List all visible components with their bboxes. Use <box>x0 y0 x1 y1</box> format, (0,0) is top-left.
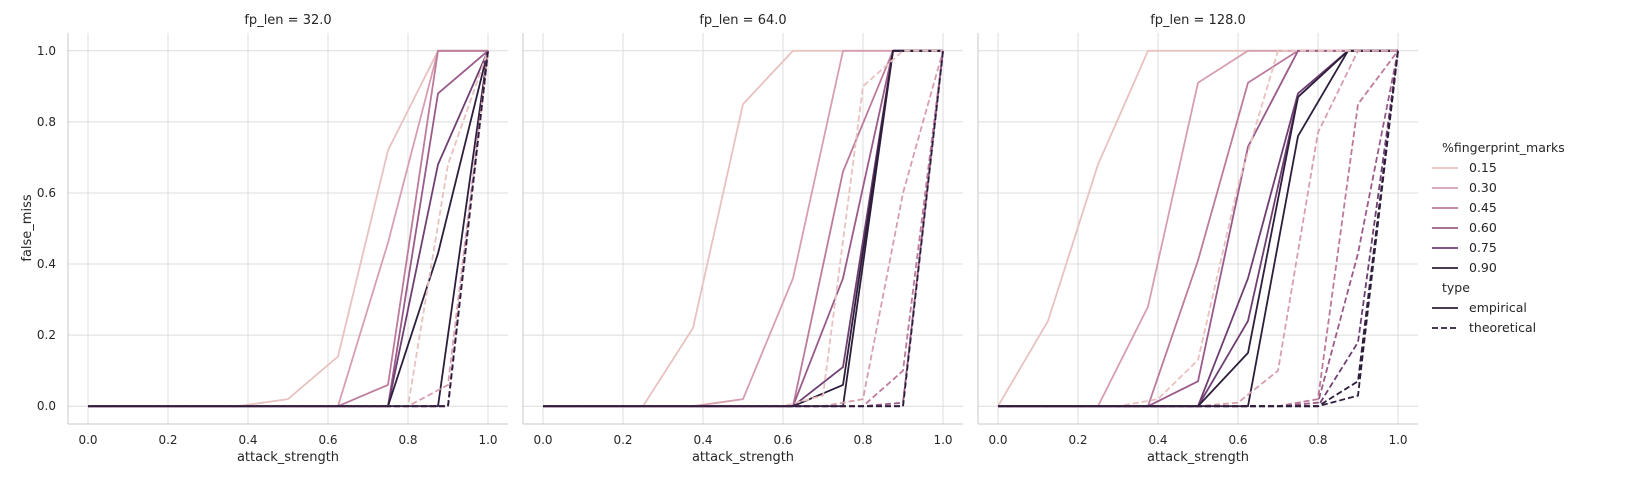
series-line-theoretical-0.30 <box>88 50 489 408</box>
x-tick-label: 0.2 <box>613 433 632 447</box>
series-line-empirical-0.15 <box>543 49 943 408</box>
x-tick-label: 1.0 <box>933 433 952 447</box>
y-tick-label: 0.4 <box>37 257 56 271</box>
series-line-theoretical-0.75 <box>998 50 1399 408</box>
x-tick-label: 0.4 <box>1148 433 1167 447</box>
y-tick-label: 0.6 <box>37 186 56 200</box>
legend-hue-label: 0.75 <box>1469 240 1497 255</box>
x-tick-label: 0.8 <box>853 433 872 447</box>
series-line-theoretical-0.60 <box>998 50 1399 408</box>
series-line-theoretical-0.90 <box>543 50 944 408</box>
series-line-empirical-0.30 <box>88 49 488 408</box>
legend-hue-label: 0.90 <box>1469 260 1497 275</box>
y-tick-label: 0.8 <box>37 115 56 129</box>
x-tick-label: 0.6 <box>318 433 337 447</box>
legend-style-title: type <box>1442 280 1470 295</box>
y-tick-label: 0.2 <box>37 328 56 342</box>
y-tick-label: 0.0 <box>37 399 56 413</box>
series-line-theoretical-0.60 <box>88 50 489 408</box>
x-tick-label: 1.0 <box>478 433 497 447</box>
panel-title: fp_len = 32.0 <box>244 13 331 28</box>
series-line-empirical-0.75 <box>998 49 1398 408</box>
x-tick-label: 0.6 <box>1228 433 1247 447</box>
legend-hue-title: %fingerprint_marks <box>1442 140 1565 155</box>
panel-title: fp_len = 128.0 <box>1150 13 1246 28</box>
legend-hue-label: 0.15 <box>1469 160 1497 175</box>
panels: 0.0 0.2 0.4 0.6 0.8 1.0 0.0 0.2 0.4 0.6 0.8 1.0 fp_l… <box>37 13 1418 465</box>
panel-3: 0.0 0.2 0.4 0.6 0.8 1.0 fp_len = 128.0 attack_s… <box>977 13 1418 465</box>
series-line-empirical-0.45 <box>88 49 488 408</box>
series-line-theoretical-0.45 <box>88 50 489 408</box>
series-line-theoretical-0.90 <box>998 50 1399 408</box>
series-line-empirical-0.15 <box>997 49 1398 407</box>
y-axis-title: false_miss <box>20 194 35 261</box>
series-line-theoretical-0.45 <box>998 50 1399 408</box>
series-line-empirical-0.75 <box>998 49 1398 408</box>
x-axis-title: attack_strength <box>692 450 794 465</box>
series-line-theoretical-0.15 <box>998 49 1398 408</box>
panel-1: 0.0 0.2 0.4 0.6 0.8 1.0 0.0 0.2 0.4 0.6 0.8 1.0 fp_l… <box>37 13 508 465</box>
series-line-empirical-0.60 <box>998 49 1398 408</box>
x-tick-label: 0.0 <box>78 433 97 447</box>
x-tick-label: 0.2 <box>158 433 177 447</box>
x-tick-label: 1.0 <box>1388 433 1407 447</box>
y-tick-label: 1.0 <box>37 44 56 58</box>
x-tick-label: 0.4 <box>693 433 712 447</box>
panel-2: 0.0 0.2 0.4 0.6 0.8 1.0 fp_len = 64.0 attack_st… <box>522 13 963 465</box>
legend: %fingerprint_marks 0.15 0.30 0.45 0.60 0.75 0.… <box>1432 140 1565 335</box>
panel-title: fp_len = 64.0 <box>699 13 786 28</box>
legend-hue-label: 0.30 <box>1469 180 1497 195</box>
series-line-empirical-0.90 <box>998 49 1398 408</box>
series-line-theoretical-0.75 <box>88 50 489 408</box>
x-tick-label: 0.8 <box>398 433 417 447</box>
x-tick-label: 0.6 <box>773 433 792 447</box>
x-axis-title: attack_strength <box>1147 450 1249 465</box>
legend-hue-label: 0.60 <box>1469 220 1497 235</box>
series-line-theoretical-0.15 <box>88 50 489 408</box>
x-axis-title: attack_strength <box>237 450 339 465</box>
series-line-theoretical-0.30 <box>998 49 1398 408</box>
series-line-empirical-0.90 <box>88 50 489 408</box>
legend-style-label: theoretical <box>1469 320 1536 335</box>
series-line-empirical-0.90 <box>998 49 1398 408</box>
x-tick-label: 0.8 <box>1308 433 1327 447</box>
series-line-theoretical-0.90 <box>88 50 489 408</box>
x-tick-label: 0.0 <box>988 433 1007 447</box>
x-tick-label: 0.4 <box>238 433 257 447</box>
x-tick-label: 0.2 <box>1068 433 1087 447</box>
series-line-empirical-0.90 <box>88 50 489 408</box>
x-tick-label: 0.0 <box>533 433 552 447</box>
series-line-empirical-0.60 <box>88 50 489 408</box>
legend-style-label: empirical <box>1469 300 1527 315</box>
legend-hue-label: 0.45 <box>1469 200 1497 215</box>
series-line-theoretical-0.90 <box>998 50 1399 408</box>
series-line-empirical-0.30 <box>998 49 1398 408</box>
series-line-empirical-0.45 <box>998 49 1398 408</box>
series-line-empirical-0.75 <box>88 50 489 408</box>
series-line-empirical-0.15 <box>88 49 488 408</box>
